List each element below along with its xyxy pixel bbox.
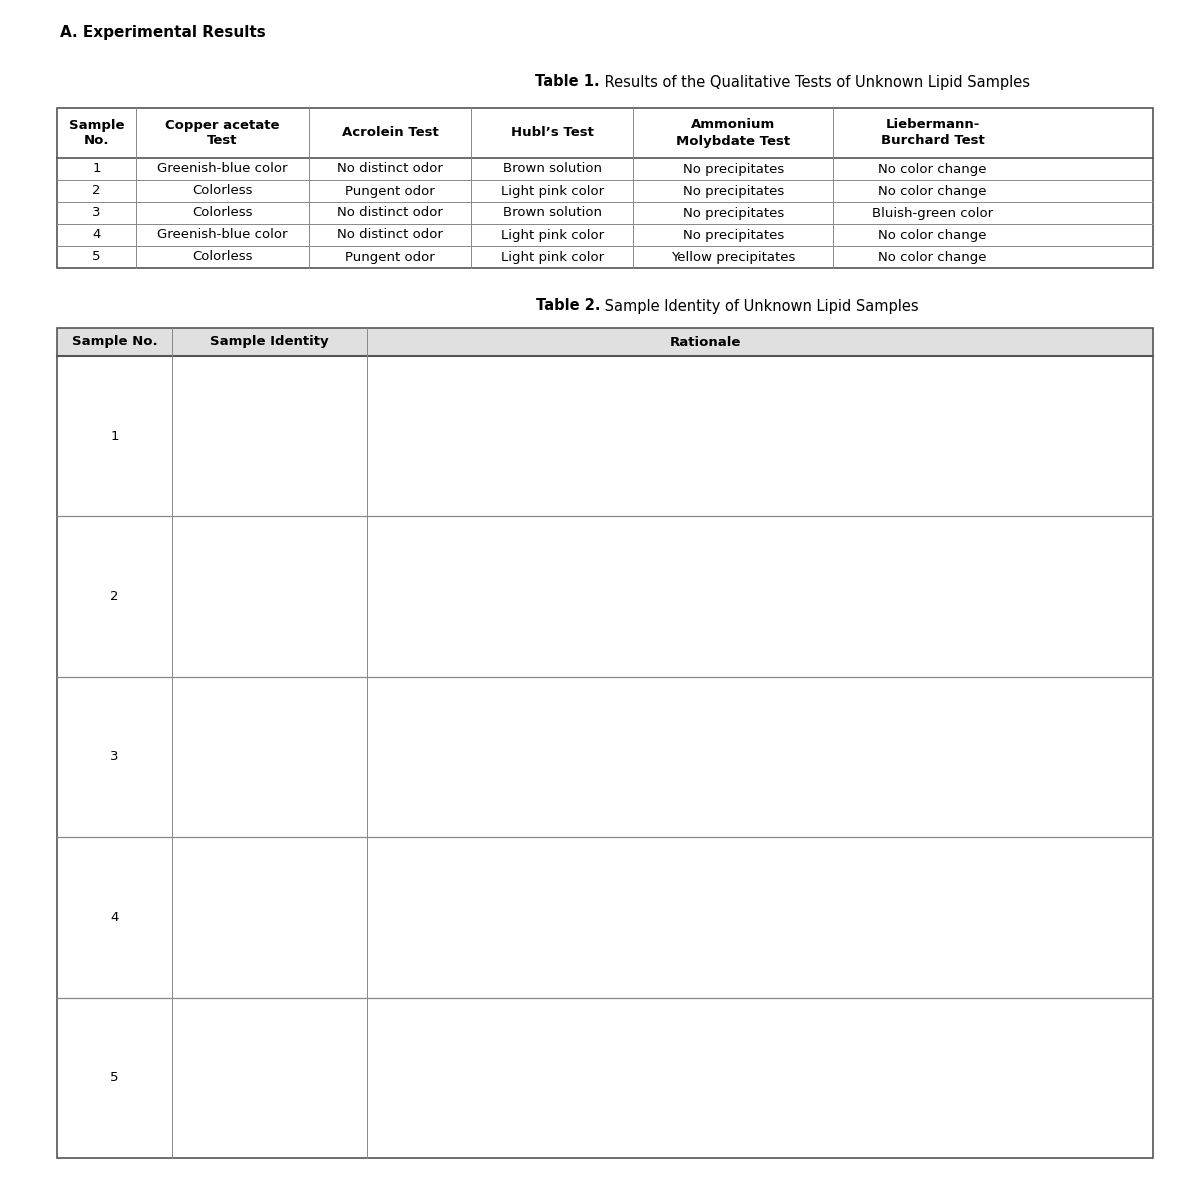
Text: 3: 3: [110, 751, 119, 764]
Text: Greenish-blue color: Greenish-blue color: [157, 229, 288, 242]
Text: 5: 5: [110, 1072, 119, 1085]
Text: Bluish-green color: Bluish-green color: [872, 206, 994, 219]
Text: Greenish-blue color: Greenish-blue color: [157, 163, 288, 176]
Text: Sample Identity: Sample Identity: [210, 336, 329, 349]
Text: 1: 1: [110, 429, 119, 442]
Text: Ammonium
Molybdate Test: Ammonium Molybdate Test: [676, 119, 791, 147]
Text: Copper acetate
Test: Copper acetate Test: [166, 119, 280, 147]
Text: Sample Identity of Unknown Lipid Samples: Sample Identity of Unknown Lipid Samples: [600, 298, 919, 314]
Text: Sample
No.: Sample No.: [68, 119, 125, 147]
Text: Yellow precipitates: Yellow precipitates: [671, 250, 796, 263]
Text: Colorless: Colorless: [192, 206, 253, 219]
Text: No color change: No color change: [878, 229, 986, 242]
Text: No precipitates: No precipitates: [683, 206, 784, 219]
Text: Brown solution: Brown solution: [503, 206, 602, 219]
Bar: [58, 328, 1153, 356]
Text: 4: 4: [92, 229, 101, 242]
Text: No precipitates: No precipitates: [683, 163, 784, 176]
Bar: [58, 328, 1153, 1158]
Text: No precipitates: No precipitates: [683, 184, 784, 198]
Text: Liebermann-
Burchard Test: Liebermann- Burchard Test: [881, 119, 984, 147]
Text: Acrolein Test: Acrolein Test: [342, 126, 438, 139]
Text: No distinct odor: No distinct odor: [337, 163, 443, 176]
Text: Pungent odor: Pungent odor: [346, 250, 436, 263]
Text: A. Experimental Results: A. Experimental Results: [60, 25, 265, 40]
Text: No distinct odor: No distinct odor: [337, 229, 443, 242]
Bar: [58, 108, 1153, 268]
Text: Light pink color: Light pink color: [500, 250, 604, 263]
Text: Rationale: Rationale: [670, 336, 740, 349]
Text: Colorless: Colorless: [192, 250, 253, 263]
Text: 1: 1: [92, 163, 101, 176]
Text: Colorless: Colorless: [192, 184, 253, 198]
Text: Table 2.: Table 2.: [535, 298, 600, 314]
Text: No color change: No color change: [878, 184, 986, 198]
Text: No precipitates: No precipitates: [683, 229, 784, 242]
Text: Results of the Qualitative Tests of Unknown Lipid Samples: Results of the Qualitative Tests of Unkn…: [600, 74, 1030, 90]
Text: Pungent odor: Pungent odor: [346, 184, 436, 198]
Text: Light pink color: Light pink color: [500, 184, 604, 198]
Text: Hubl’s Test: Hubl’s Test: [511, 126, 594, 139]
Text: No color change: No color change: [878, 163, 986, 176]
Text: 5: 5: [92, 250, 101, 263]
Text: Light pink color: Light pink color: [500, 229, 604, 242]
Text: 2: 2: [110, 591, 119, 604]
Text: 4: 4: [110, 911, 119, 924]
Text: No color change: No color change: [878, 250, 986, 263]
Text: No distinct odor: No distinct odor: [337, 206, 443, 219]
Text: Brown solution: Brown solution: [503, 163, 602, 176]
Text: 3: 3: [92, 206, 101, 219]
Text: Table 1.: Table 1.: [535, 74, 600, 90]
Text: Sample No.: Sample No.: [72, 336, 157, 349]
Text: 2: 2: [92, 184, 101, 198]
